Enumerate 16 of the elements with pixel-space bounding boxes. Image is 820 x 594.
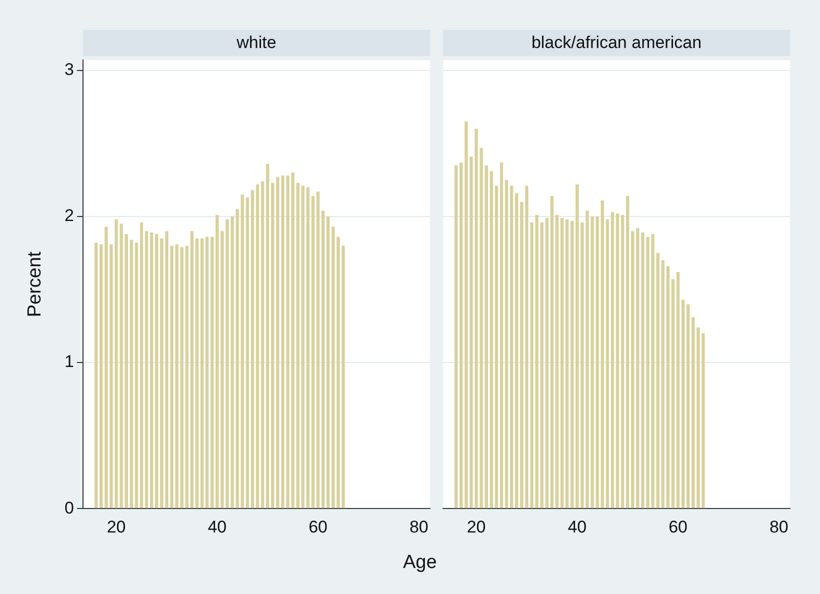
x-tick-label: 40	[568, 517, 587, 536]
y-tick-label: 0	[64, 498, 74, 518]
x-tick-label: 40	[208, 517, 227, 536]
x-tick-label: 80	[769, 517, 788, 536]
x-tick-label: 60	[308, 517, 328, 536]
x-axis-title: Age	[403, 552, 437, 574]
y-axis-title: Percent	[24, 250, 46, 318]
y-tick-label: 3	[64, 60, 74, 80]
x-tick-label: 80	[409, 517, 428, 536]
x-tick-label: 20	[106, 517, 126, 536]
y-tick-label: 1	[64, 352, 74, 372]
y-tick-label: 2	[64, 206, 74, 226]
chart-title: black/african american	[443, 30, 790, 56]
chart-title: white	[83, 30, 430, 56]
x-tick-label: 20	[466, 517, 486, 536]
x-tick-label: 60	[668, 517, 688, 536]
